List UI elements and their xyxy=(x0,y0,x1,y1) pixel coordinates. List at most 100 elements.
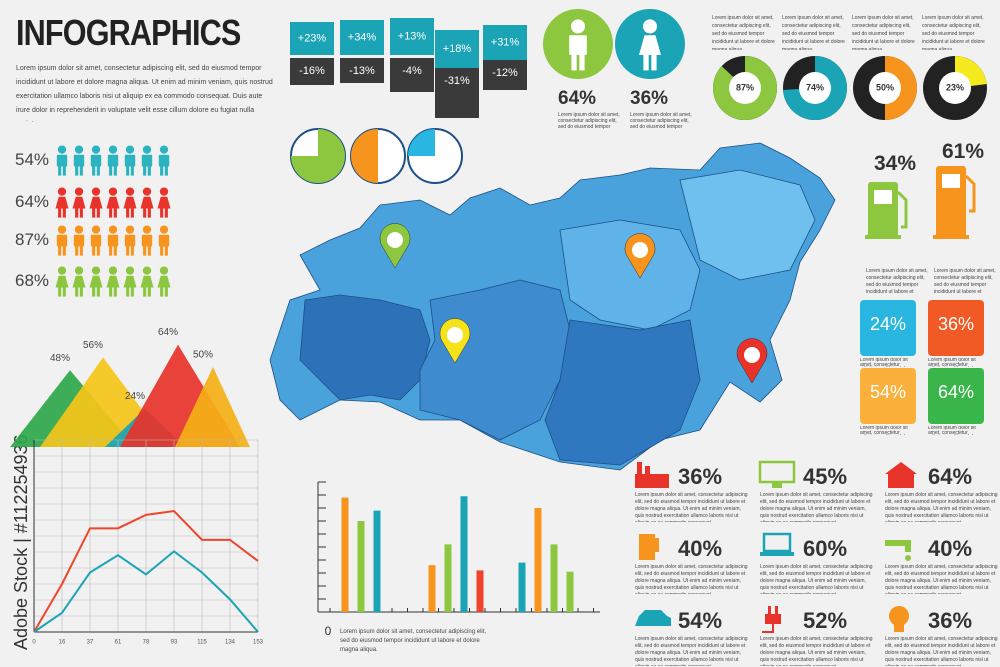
person-body xyxy=(140,196,154,209)
bar xyxy=(444,544,452,612)
person-body xyxy=(90,154,102,167)
person-legs xyxy=(96,166,100,176)
icon-part xyxy=(762,532,792,553)
person-head xyxy=(570,19,586,34)
person-head xyxy=(125,266,135,275)
up-box xyxy=(435,30,479,68)
icon-part xyxy=(762,624,774,633)
person-body xyxy=(73,154,85,167)
person-body xyxy=(107,234,119,247)
down-box xyxy=(340,58,384,83)
donut-text: Lorem ipsum dolor sit amet, consectetur … xyxy=(852,15,915,50)
person-head xyxy=(91,145,101,154)
mountain-label: 24% xyxy=(125,391,145,402)
donut-label: 23% xyxy=(946,82,964,92)
person-head xyxy=(108,145,118,154)
person-legs xyxy=(143,166,147,176)
y-tick-label: 0 xyxy=(325,624,332,638)
person-body xyxy=(123,196,137,209)
stat-text: Lorem ipsum dolor sit amet, consectetur … xyxy=(760,564,873,594)
watermark: Adobe Stock | #112254936 xyxy=(11,434,31,650)
person-legs xyxy=(79,166,83,176)
fuel-text: Lorem ipsum dolor sit amet, consectetur … xyxy=(934,268,996,295)
person-legs xyxy=(143,246,147,256)
up-label: +31% xyxy=(491,36,520,48)
person-head xyxy=(142,145,152,154)
bar xyxy=(373,510,381,612)
bar xyxy=(341,497,349,612)
icon-part xyxy=(645,466,650,476)
tile-text: Lorem ipsum dolor sit amet, consectetur … xyxy=(860,358,908,367)
icon-part xyxy=(772,483,782,488)
person-legs xyxy=(126,246,130,256)
bar xyxy=(534,508,542,612)
people-label: 54% xyxy=(15,150,50,169)
person-legs xyxy=(62,208,66,218)
up-label: +18% xyxy=(443,43,472,55)
people-label: 64% xyxy=(15,192,50,211)
person-head xyxy=(57,266,67,275)
tile-label: 24% xyxy=(870,314,906,334)
stat-icon xyxy=(889,606,909,632)
person-legs xyxy=(147,166,151,176)
icon-part xyxy=(905,555,911,561)
line-series xyxy=(33,550,259,633)
tile-text: Lorem ipsum dolor sit amet, consectetur … xyxy=(928,426,976,435)
person-body xyxy=(123,275,137,288)
person-legs xyxy=(92,246,96,256)
up-label: +23% xyxy=(298,32,327,44)
person-head xyxy=(74,187,84,196)
person-legs xyxy=(58,287,62,297)
person-head xyxy=(108,266,118,275)
person-legs xyxy=(147,287,151,297)
people-label: 87% xyxy=(15,230,50,249)
person-body xyxy=(55,196,69,209)
person-head xyxy=(642,19,658,34)
down-label: -4% xyxy=(402,65,422,77)
person-legs xyxy=(147,246,151,256)
icon-part xyxy=(655,538,659,552)
down-label: -13% xyxy=(349,65,375,77)
icon-part xyxy=(639,534,655,560)
person-body xyxy=(72,196,86,209)
fuel-window xyxy=(942,174,960,188)
gender-text: Lorem ipsum dolor sit amet, consectetur … xyxy=(630,112,692,130)
person-legs xyxy=(164,287,168,297)
person-head xyxy=(125,187,135,196)
x-tick-label: 16 xyxy=(59,640,66,646)
person-body xyxy=(157,275,171,288)
stat-icon xyxy=(639,534,659,560)
icon-part xyxy=(635,474,669,488)
stat-label: 40% xyxy=(678,536,723,561)
person-legs xyxy=(79,287,83,297)
person-body xyxy=(106,196,120,209)
mini-pies xyxy=(290,128,463,184)
person-legs xyxy=(75,246,79,256)
x-tick-label: 0 xyxy=(32,640,36,646)
person-body xyxy=(569,35,587,55)
person-head xyxy=(159,145,169,154)
icon-part xyxy=(888,474,914,488)
person-body xyxy=(89,275,103,288)
stat-icon xyxy=(885,540,911,561)
person-body xyxy=(158,154,170,167)
stat-text: Lorem ipsum dolor sit amet, consectetur … xyxy=(760,636,873,666)
tile-label: 64% xyxy=(938,382,974,402)
stat-icon xyxy=(635,462,669,488)
pin-dot xyxy=(447,327,463,343)
person-head xyxy=(57,145,67,154)
bar-text: Lorem ipsum dolor sit amet, consectetur … xyxy=(340,629,487,653)
person-legs xyxy=(96,246,100,256)
person-legs xyxy=(75,208,79,218)
map xyxy=(269,142,836,471)
icon-part xyxy=(637,462,642,476)
tile xyxy=(928,300,984,356)
up-box xyxy=(483,25,527,60)
stat-label: 60% xyxy=(803,536,848,561)
stat-label: 64% xyxy=(928,464,973,489)
line-series xyxy=(33,509,259,633)
up-box xyxy=(290,22,334,55)
up-label: +13% xyxy=(398,30,427,42)
stat-label: 36% xyxy=(928,608,973,633)
